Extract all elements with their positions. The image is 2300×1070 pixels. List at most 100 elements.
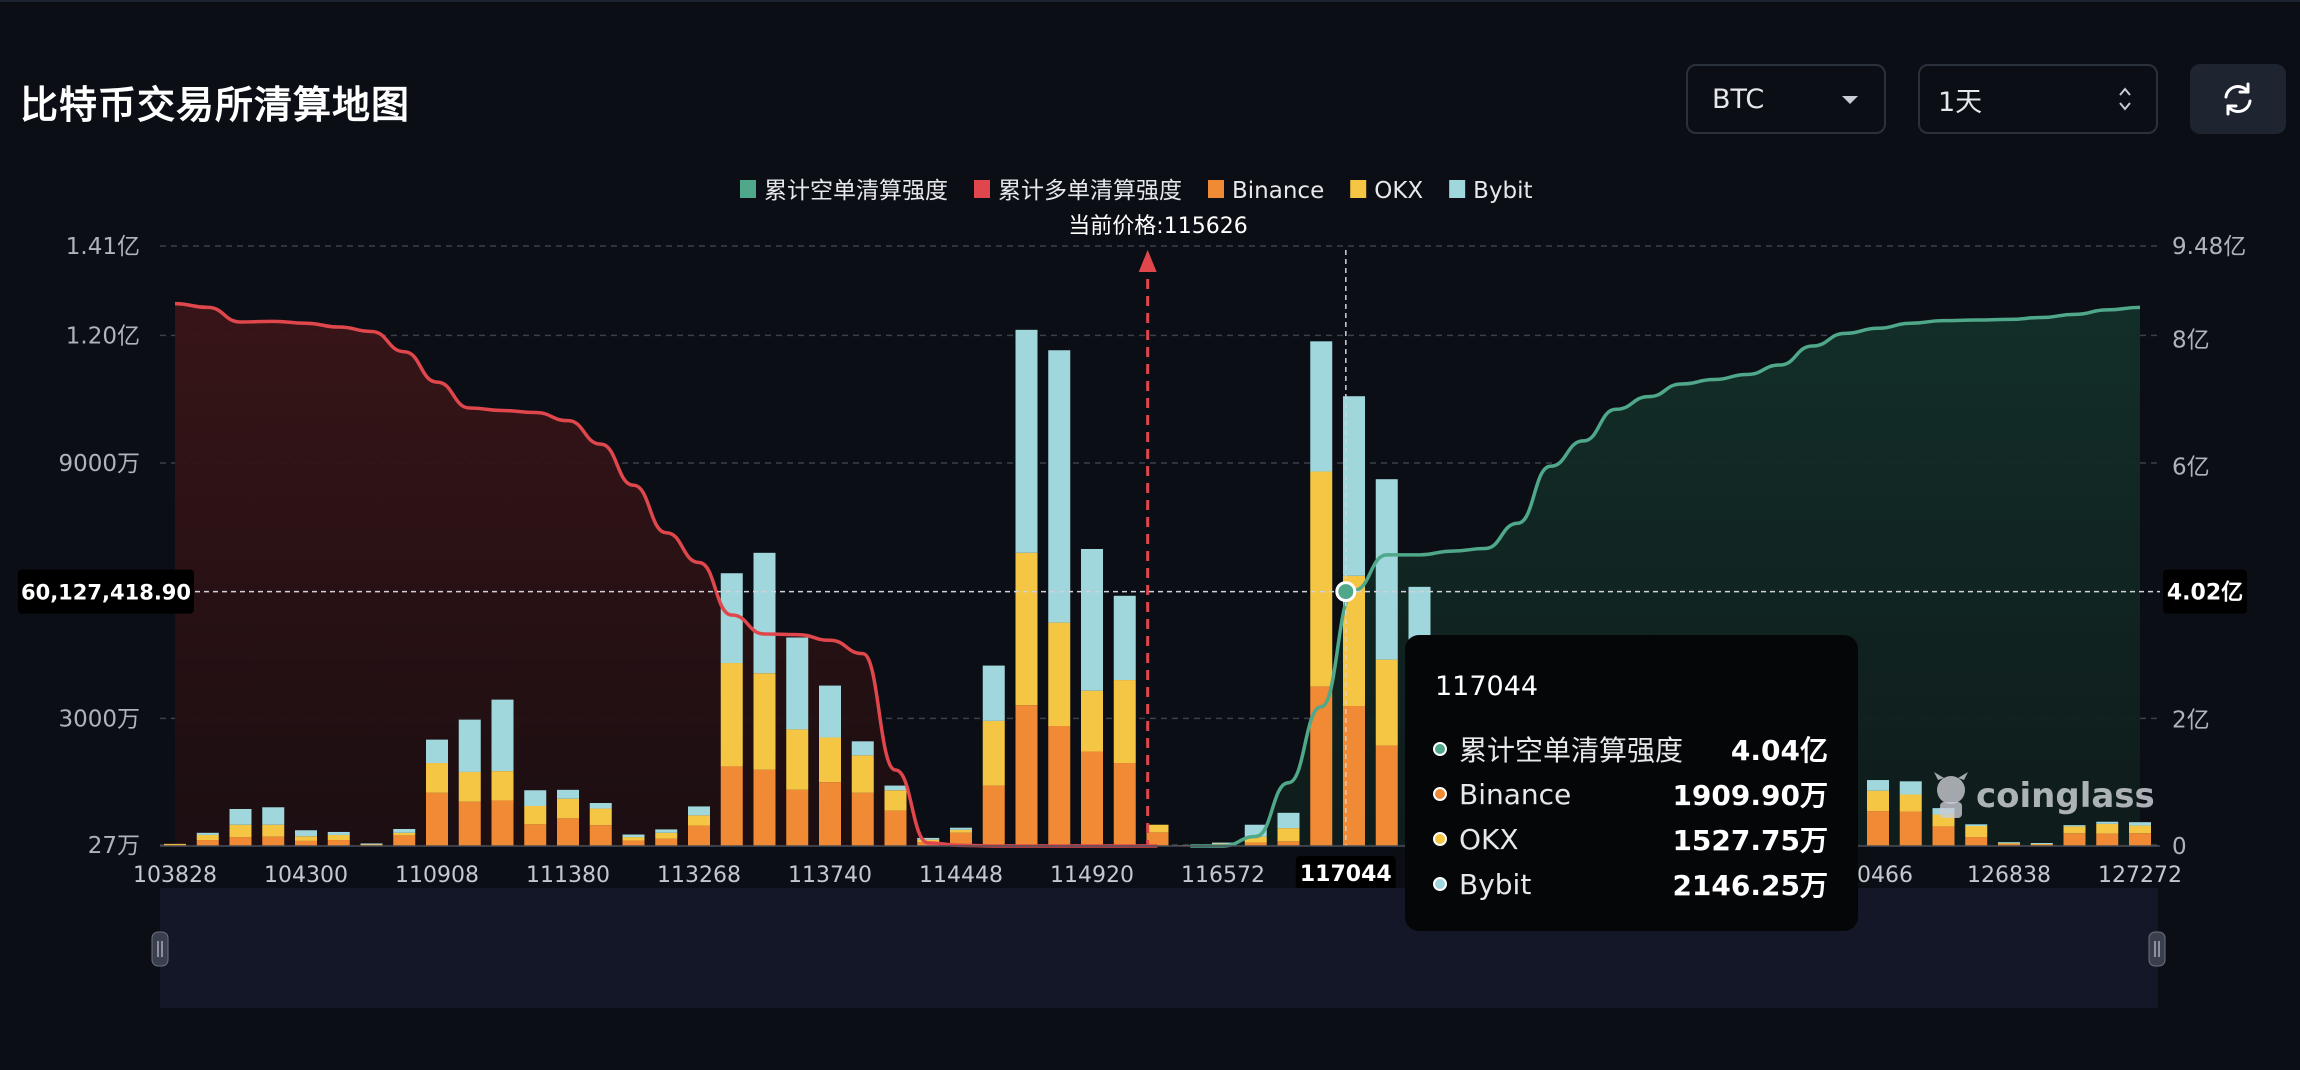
bar-binance — [1277, 841, 1300, 846]
bar-binance — [1343, 706, 1365, 846]
y-left-tick: 9000万 — [58, 451, 140, 477]
bar-binance — [655, 838, 678, 846]
bar-bybit — [1212, 842, 1234, 844]
bar-bybit — [1867, 780, 1889, 791]
tooltip-label: Bybit — [1459, 867, 1532, 901]
bar-binance — [2129, 833, 2151, 846]
bar-binance — [229, 837, 252, 846]
y-left-tick: 1.20亿 — [66, 323, 140, 349]
tooltip-row-okx: OKX 1527.75万 — [1433, 821, 1828, 857]
bar-okx — [1375, 659, 1398, 746]
tooltip-label: Binance — [1459, 777, 1572, 811]
bar-bybit — [1965, 824, 1988, 826]
bar-binance — [950, 832, 972, 846]
legend-swatch — [740, 180, 756, 198]
bar-okx — [295, 836, 317, 841]
bar-okx — [229, 824, 252, 838]
x-tick: 127272 — [2098, 863, 2182, 888]
tooltip-label: 累计空单清算强度 — [1459, 734, 1684, 767]
bar-bybit — [1081, 548, 1103, 691]
bar-binance — [1932, 826, 1955, 846]
legend-label: Bybit — [1473, 178, 1532, 204]
bar-bybit — [491, 699, 514, 772]
bar-binance — [1081, 751, 1103, 846]
bar-binance — [1965, 837, 1988, 846]
bar-binance — [2096, 833, 2119, 846]
y-right-tick: 6亿 — [2172, 454, 2210, 480]
y-axis-left: 27万 3000万 9000万 1.20亿 1.41亿 — [58, 234, 140, 859]
bar-bybit — [1998, 842, 2020, 844]
bar-bybit — [2096, 821, 2119, 824]
bar-binance — [524, 824, 547, 846]
coinglass-logo-icon — [1934, 772, 1968, 818]
bar-bybit — [1244, 824, 1267, 837]
symbol-select[interactable]: BTC — [1686, 64, 1886, 134]
bar-okx — [982, 720, 1005, 786]
x-tick: 114920 — [1050, 863, 1134, 888]
symbol-select-value: BTC — [1712, 83, 1765, 115]
bar-okx — [262, 824, 285, 837]
tooltip-dot-short — [1433, 742, 1447, 756]
bar-okx — [196, 834, 219, 841]
y-right-tick: 8亿 — [2172, 328, 2210, 354]
x-tick: 113740 — [788, 863, 872, 888]
legend-swatch — [1449, 180, 1466, 198]
bar-bybit — [295, 830, 317, 837]
bar-binance — [393, 835, 416, 846]
slider-handle-left — [151, 931, 169, 967]
bar-bybit — [1015, 329, 1038, 553]
current-price-label: 当前价格:115626 — [1068, 214, 1247, 239]
bar-bybit — [426, 739, 448, 764]
markers: 60,127,418.90 4.02亿 — [18, 250, 2247, 846]
x-tick: 116572 — [1181, 863, 1265, 888]
chart-legend: 累计空单清算强度 累计多单清算强度 Binance OKX Bybit — [740, 178, 1533, 204]
tooltip-dot-binance — [1433, 787, 1447, 801]
tooltip-title: 117044 — [1435, 671, 1539, 702]
bar-binance — [262, 836, 285, 846]
bar-binance — [720, 766, 743, 846]
bar-bybit — [884, 785, 907, 791]
bar-bybit — [688, 806, 710, 816]
x-axis: 103828 104300 110908 111380 113268 113740 1144… — [133, 845, 2182, 890]
legend-swatch — [1208, 180, 1224, 198]
bar-okx — [1965, 826, 1988, 838]
legend-label: OKX — [1374, 178, 1423, 204]
bar-okx — [819, 737, 841, 783]
bar-bybit — [589, 803, 612, 809]
range-slider[interactable] — [151, 888, 2166, 1008]
bar-bybit — [2030, 843, 2053, 845]
bar-bybit — [753, 552, 776, 674]
bar-bybit — [1375, 479, 1398, 660]
bar-okx — [1244, 836, 1267, 843]
bar-binance — [753, 769, 776, 846]
crosshair-x-label: 117044 — [1300, 862, 1392, 887]
x-tick: 114448 — [919, 863, 1003, 888]
tooltip-row-short: 累计空单清算强度 4.04亿 — [1433, 731, 1828, 767]
bar-okx — [1146, 824, 1169, 833]
x-tick: 104300 — [264, 863, 348, 888]
bar-binance — [1998, 843, 2020, 846]
bar-binance — [426, 792, 448, 846]
bar-bybit — [327, 831, 350, 835]
bar-okx — [1998, 842, 2020, 844]
bar-bybit — [1343, 396, 1365, 576]
bar-binance — [1048, 726, 1071, 846]
bar-okx — [720, 663, 743, 767]
bar-okx — [589, 808, 612, 826]
bar-okx — [1081, 690, 1103, 752]
crosshair-point — [1335, 581, 1357, 603]
bar-bybit — [262, 807, 285, 825]
tooltip-value: 1527.75万 — [1672, 824, 1828, 857]
bar-okx — [2063, 826, 2086, 834]
legend-label: Binance — [1232, 178, 1324, 204]
page-title: 比特币交易所清算地图 — [20, 83, 411, 127]
refresh-button[interactable] — [2190, 64, 2286, 134]
bar-binance — [688, 825, 710, 846]
crosshair-right-label: 4.02亿 — [2167, 581, 2243, 606]
bar-okx — [950, 829, 972, 833]
time-range-select[interactable]: 1天 — [1918, 64, 2158, 134]
time-range-select-value: 1天 — [1938, 86, 1983, 118]
tooltip-label: OKX — [1459, 822, 1519, 856]
bar-bybit — [2063, 825, 2086, 827]
